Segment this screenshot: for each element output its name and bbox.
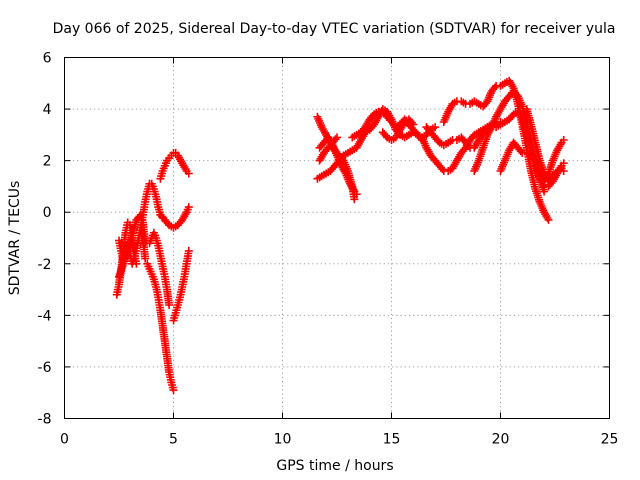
x-axis-label: GPS time / hours [276,458,393,474]
data-point [544,215,553,224]
data-point [407,118,416,127]
data-point [169,386,178,395]
x-tick-label: 20 [492,432,510,448]
data-point [431,123,440,132]
plot-frame [64,57,610,419]
y-tick-label: -6 [38,360,52,376]
data-marks [112,76,568,395]
y-tick-label: -8 [38,412,52,428]
data-point [559,136,568,144]
x-tick-label: 25 [601,432,619,448]
y-tick-label: 6 [43,51,52,67]
y-tick-label: -2 [38,257,52,273]
x-tick-label: 5 [169,432,178,448]
data-point [352,190,361,199]
data-point [438,165,447,174]
tick-labels: 0 5 10 15 20 25 -8 -6 -4 -2 0 2 4 6 [38,51,619,448]
x-tick-label: 15 [383,432,401,448]
y-tick-label: 4 [43,102,52,118]
data-point [184,169,193,178]
data-point [464,142,473,150]
data-point [333,133,341,142]
x-tick-label: 0 [60,432,69,448]
data-point [141,254,150,263]
data-point [184,203,193,212]
data-point [559,159,568,168]
data-point [331,135,340,144]
data-point [409,120,418,129]
data-point [559,167,568,175]
chart-title: Day 066 of 2025, Sidereal Day-to-day VTE… [53,21,616,37]
data-point [490,83,499,92]
y-tick-label: 0 [43,205,52,221]
y-tick-label: 2 [43,154,52,170]
data-point [184,246,193,255]
data-point [516,147,525,156]
y-axis-label: SDTVAR / TECUs [7,181,23,296]
data-point [350,195,359,204]
x-tick-label: 10 [274,432,292,448]
data-point [165,301,174,309]
axis-ticks [64,57,610,419]
y-tick-label: -4 [38,308,52,324]
